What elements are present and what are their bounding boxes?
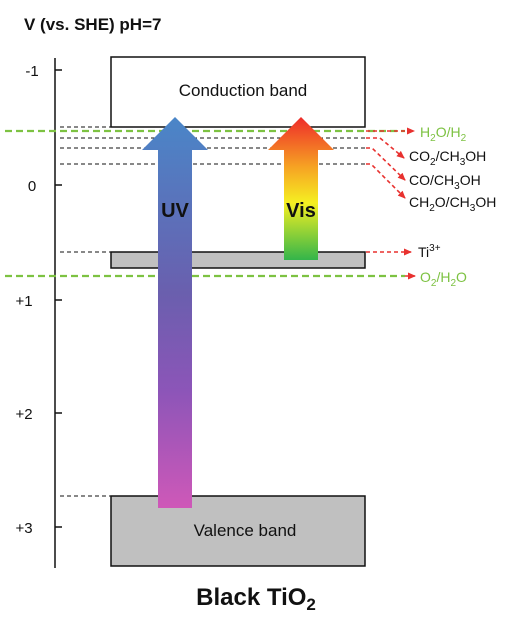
vis-arrow-label: Vis: [286, 200, 316, 222]
connector-co2: [366, 137, 405, 159]
tick-label-minus1: -1: [25, 63, 38, 80]
tick-label-plus1: +1: [15, 293, 32, 310]
valence-band-label: Valence band: [194, 521, 297, 540]
diagram-title: Black TiO2: [196, 584, 316, 614]
axis-ticks: -1 0 +1 +2 +3: [15, 63, 62, 537]
connector-ch2o: [366, 163, 406, 199]
label-co-ch3oh: CO/CH3OH: [409, 172, 481, 192]
label-h2o-h2: H2O/H2: [420, 124, 467, 144]
label-ch2o-ch3oh: CH2O/CH3OH: [409, 194, 496, 214]
green-redox-lines: [5, 129, 405, 278]
label-o2-h2o: O2/H2O: [420, 269, 467, 289]
valence-band: [110, 495, 366, 567]
vis-arrow: [268, 117, 334, 260]
level-dash-lines: [60, 126, 366, 497]
label-ti3: Ti3+: [418, 243, 441, 260]
conduction-band-label: Conduction band: [179, 81, 308, 100]
connector-co: [366, 147, 406, 181]
label-co2-ch3oh: CO2/CH3OH: [409, 148, 486, 168]
uv-arrow: [142, 117, 208, 508]
tick-label-0: 0: [28, 178, 36, 195]
axis-label: V (vs. SHE) pH=7: [24, 15, 161, 34]
tick-label-plus2: +2: [15, 406, 32, 423]
ti3-state-band: [110, 251, 366, 269]
red-connector-arrows: [366, 127, 416, 280]
conduction-band: [110, 56, 366, 128]
tick-label-plus3: +3: [15, 520, 32, 537]
uv-arrow-label: UV: [161, 200, 189, 222]
